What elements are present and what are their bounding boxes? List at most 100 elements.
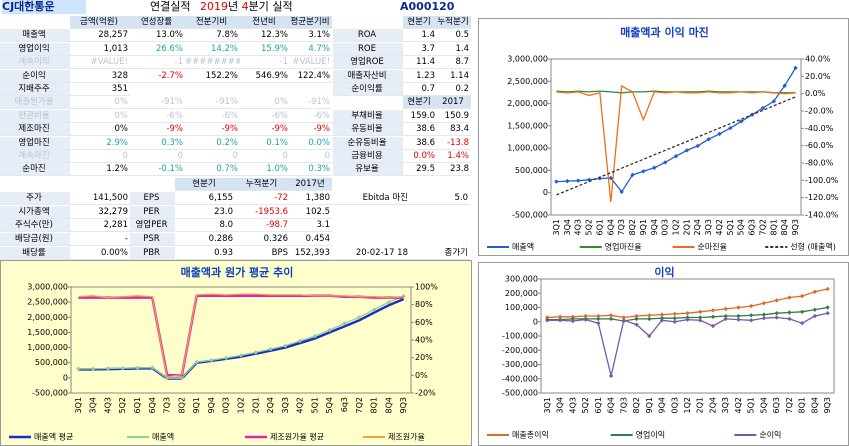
x-tick-label: 7Q2 xyxy=(355,397,364,413)
cell: 150.9 xyxy=(437,110,471,123)
series-marker xyxy=(723,313,728,319)
series-line xyxy=(556,84,796,203)
x-tick-label: 5Q4 xyxy=(759,397,768,413)
cell: 연성장률 xyxy=(130,16,185,29)
series-marker xyxy=(630,172,635,178)
series-marker xyxy=(253,350,258,355)
y2-tick-label: -100.0% xyxy=(805,176,839,185)
y-tick-label: 0 xyxy=(63,373,68,382)
cell: -9% xyxy=(240,123,290,137)
series-marker xyxy=(673,153,679,159)
cell: -2.7% xyxy=(130,70,185,83)
cell: 영업ROE xyxy=(333,56,403,70)
cell: 시가총액 xyxy=(0,205,70,219)
cell: 83.4 xyxy=(437,123,471,137)
cell: -0.1% xyxy=(130,163,185,177)
cell: 2,281 xyxy=(70,219,130,233)
x-tick-label: 3Q4 xyxy=(556,397,565,413)
chart-title: 매출액과 원가 평균 추이 xyxy=(181,265,294,279)
x-tick-label: 8Q1 xyxy=(370,397,379,413)
cell: - xyxy=(70,233,130,247)
y-tick-label: -300,000 xyxy=(502,360,538,369)
x-tick-label: 9Q1 xyxy=(639,219,648,235)
cell: 351 xyxy=(70,83,130,96)
x-tick-label: 8Q4 xyxy=(810,397,819,413)
x-tick-label: 6Q4 xyxy=(606,219,615,235)
cell: 1.4% xyxy=(437,150,471,163)
y2-tick-label: -120.0% xyxy=(805,193,839,202)
cell: 0.454 xyxy=(290,233,332,247)
series-marker xyxy=(179,375,185,381)
cell: 0% xyxy=(240,96,290,110)
series-marker xyxy=(312,333,318,339)
series-marker xyxy=(739,119,744,124)
cell: 141,500 xyxy=(70,192,130,205)
cell: 32,279 xyxy=(70,206,130,219)
series-marker xyxy=(782,83,787,88)
x-tick-label: 5Q1 xyxy=(747,397,756,413)
y-tick-label: -400,000 xyxy=(502,374,538,383)
cell: 0.1% xyxy=(240,137,290,150)
cell: 누적분기 xyxy=(437,16,471,29)
cell: 0% xyxy=(70,96,130,110)
x-tick-label: 7Q3 xyxy=(163,397,172,413)
y-tick-label: 1,000,000 xyxy=(507,144,548,153)
x-tick-label: 3Q3 xyxy=(704,219,713,235)
series-marker xyxy=(209,358,214,363)
y-tick-label: 200,000 xyxy=(505,289,538,298)
cell: ROE xyxy=(333,42,403,56)
x-tick-label: 9Q4 xyxy=(207,397,216,413)
series-marker xyxy=(135,365,140,371)
series-marker xyxy=(634,322,639,327)
chart: 이익 -500,000 -400,000 -300,000 -200,000 -100,0… xyxy=(478,262,849,446)
x-tick-label: 9Q1 xyxy=(645,397,654,413)
x-tick-label: 9Q3 xyxy=(399,397,408,413)
cell: 1.4 xyxy=(437,43,471,56)
cell: 1,013 xyxy=(70,43,130,56)
x-tick-label: 8Q1 xyxy=(798,397,807,413)
cell: 0 xyxy=(240,150,290,163)
y-tick-label: -200,000 xyxy=(502,346,538,355)
cell: 전년비 xyxy=(240,16,290,29)
cell: 판관비율 xyxy=(0,109,70,123)
cell: 28,257 xyxy=(70,29,130,43)
x-tick-label: 5Q1 xyxy=(726,219,735,235)
cell: 0 xyxy=(185,150,240,163)
y-tick-label: 500,000 xyxy=(35,358,68,367)
cell: 0.326 xyxy=(235,233,290,247)
series-marker xyxy=(238,353,244,358)
series-marker xyxy=(710,314,716,319)
cell: 계속마진 xyxy=(0,150,70,163)
series-marker xyxy=(748,313,754,318)
x-tick-label: 6Q4 xyxy=(607,397,616,413)
cell: 20-02-17 18 xyxy=(333,247,410,260)
cell: 328 xyxy=(70,70,130,83)
cell: 전분기비 xyxy=(185,16,240,29)
series-marker xyxy=(327,327,332,333)
cell: 8.7 xyxy=(437,56,471,70)
cell: 1.0% xyxy=(240,163,290,177)
x-tick-label: 9Q4 xyxy=(650,219,659,235)
legend-label: 매출액 평균 xyxy=(34,432,73,442)
legend-label: 제조원가율 xyxy=(388,433,425,442)
y-tick-label: 2,000,000 xyxy=(507,99,548,108)
x-tick-label: 9Q3 xyxy=(791,219,800,235)
cell: 현분기 xyxy=(175,178,235,191)
series-line xyxy=(78,293,404,378)
y-tick-label: -500,000 xyxy=(502,389,538,398)
year: 2019 xyxy=(200,0,228,13)
series-marker xyxy=(698,309,703,314)
cell: 12.3% xyxy=(240,29,290,43)
period-rest: 분기 실적 xyxy=(248,0,293,13)
chart-background xyxy=(1,261,471,445)
cell: 0.0% xyxy=(403,150,437,163)
series-marker xyxy=(717,131,722,137)
cell: 5.0 xyxy=(410,192,470,205)
cell: PBR xyxy=(130,247,175,260)
x-tick-label: 9Q3 xyxy=(823,397,832,413)
x-tick-label: 5Q2 xyxy=(581,397,590,413)
cell: Ebitda 마진 xyxy=(333,192,410,205)
x-tick-label: 4Q2 xyxy=(734,397,743,413)
cell: 0% xyxy=(70,123,130,137)
